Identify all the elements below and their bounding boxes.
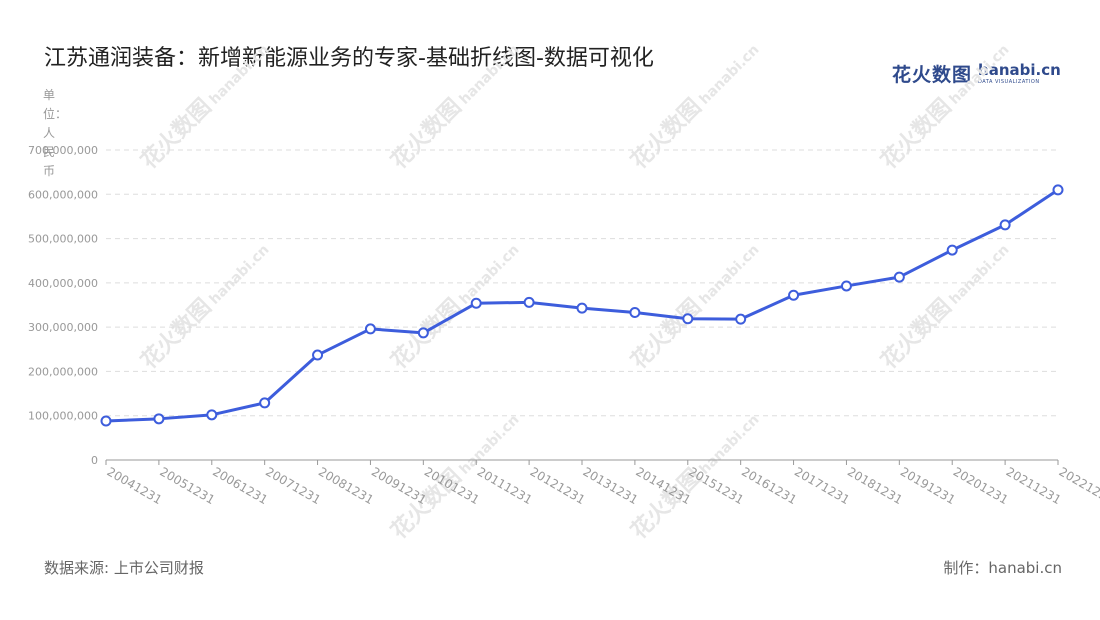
logo-en-text: hanabi.cn xyxy=(978,60,1061,79)
x-tick-label: 20081231 xyxy=(316,464,376,507)
made-by: 制作：hanabi.cn xyxy=(943,557,1062,578)
x-tick-label: 20061231 xyxy=(210,464,270,507)
y-tick-label: 300,000,000 xyxy=(28,321,98,334)
watermark-cn-text: 花火数图 xyxy=(626,94,707,175)
data-point xyxy=(206,409,218,421)
watermark-en-text: hanabi.cn xyxy=(947,42,1013,108)
x-tick-label: 20221231 xyxy=(1057,464,1100,507)
watermark-cn-text: 花火数图 xyxy=(386,94,467,175)
x-tick-label: 20191231 xyxy=(898,464,958,507)
y-tick-label: 200,000,000 xyxy=(28,365,98,378)
made-by-link[interactable]: hanabi.cn xyxy=(988,559,1062,577)
data-point xyxy=(629,307,641,319)
y-tick-label: 100,000,000 xyxy=(28,410,98,423)
data-point xyxy=(470,297,482,309)
data-point xyxy=(259,397,271,409)
made-by-label: 制作： xyxy=(943,559,989,577)
x-tick-label: 20111231 xyxy=(475,464,535,507)
y-tick-label: 500,000,000 xyxy=(28,233,98,246)
watermark-en-text: hanabi.cn xyxy=(697,242,763,308)
x-tick-label: 20071231 xyxy=(263,464,323,507)
chart-title: 江苏通润装备：新增新能源业务的专家-基础折线图-数据可视化 xyxy=(44,46,654,71)
x-tick-label: 20041231 xyxy=(105,464,165,507)
watermark-cn-text: 花火数图 xyxy=(876,94,957,175)
brand-logo: 花火数图 hanabi.cn DATA VISUALIZATION xyxy=(892,60,1061,87)
logo-cn-text: 花火数图 xyxy=(892,64,973,86)
x-tick-label: 20121231 xyxy=(528,464,588,507)
data-point xyxy=(999,219,1011,231)
x-tick-label: 20171231 xyxy=(792,464,852,507)
data-source: 数据来源: 上市公司财报 xyxy=(44,559,204,577)
watermark-en-text: hanabi.cn xyxy=(207,242,273,308)
data-point xyxy=(893,271,905,283)
watermark-cn-text: 花火数图 xyxy=(136,94,217,175)
watermark-en-text: hanabi.cn xyxy=(697,42,763,108)
data-point xyxy=(946,244,958,256)
x-tick-label: 20051231 xyxy=(157,464,217,507)
x-tick-label: 20211231 xyxy=(1004,464,1064,507)
y-tick-label: 0 xyxy=(91,454,98,467)
y-tick-label: 600,000,000 xyxy=(28,188,98,201)
y-tick-label: 400,000,000 xyxy=(28,277,98,290)
watermark-cn-text: 花火数图 xyxy=(876,294,957,375)
watermark-cn-text: 花火数图 xyxy=(136,294,217,375)
data-point xyxy=(788,289,800,301)
x-tick-label: 20131231 xyxy=(581,464,641,507)
data-point xyxy=(682,313,694,325)
x-tick-label: 20091231 xyxy=(369,464,429,507)
x-tick-label: 20161231 xyxy=(739,464,799,507)
x-tick-label: 20181231 xyxy=(845,464,905,507)
data-point xyxy=(1052,184,1064,196)
data-point xyxy=(100,415,112,427)
y-tick-label: 700,000,000 xyxy=(28,144,98,157)
data-point xyxy=(417,327,429,339)
data-point xyxy=(840,280,852,292)
data-point xyxy=(523,296,535,308)
x-tick-label: 20201231 xyxy=(951,464,1011,507)
data-point xyxy=(364,323,376,335)
watermark-cn-text: 花火数图 xyxy=(626,294,707,375)
watermark-en-text: hanabi.cn xyxy=(457,42,523,108)
data-point xyxy=(153,413,165,425)
data-point xyxy=(576,302,588,314)
watermark-en-text: hanabi.cn xyxy=(457,242,523,308)
logo-en-subtext: DATA VISUALIZATION xyxy=(978,78,1040,85)
logo-en-block: hanabi.cn DATA VISUALIZATION xyxy=(978,60,1061,85)
data-point xyxy=(735,313,747,325)
watermark-en-text: hanabi.cn xyxy=(207,42,273,108)
data-point xyxy=(312,349,324,361)
